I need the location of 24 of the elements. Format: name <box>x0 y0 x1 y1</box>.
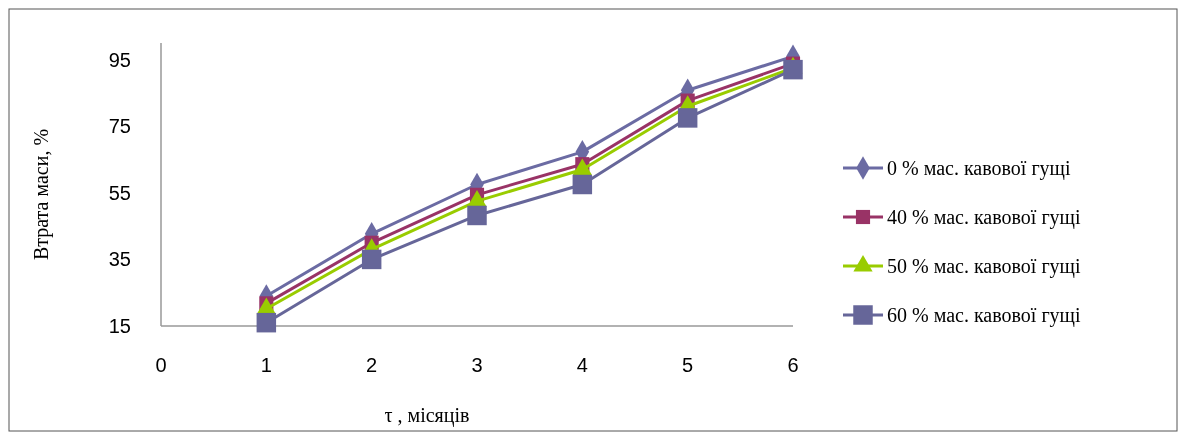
legend-label: 40 % мас. кавової гущі <box>887 206 1081 229</box>
x-tick-label: 4 <box>576 354 588 376</box>
y-tick-label: 55 <box>108 181 131 204</box>
point <box>467 205 487 226</box>
x-tick-label: 1 <box>260 354 272 376</box>
y-tick-label: 95 <box>108 48 131 71</box>
legend-label: 50 % мас. кавової гущі <box>887 255 1081 278</box>
x-tick-label: 3 <box>471 354 483 376</box>
y-tick-label: 35 <box>108 248 131 271</box>
point <box>783 59 803 80</box>
x-tick-label: 6 <box>787 354 799 376</box>
point <box>361 249 382 270</box>
x-tick-label: 2 <box>366 354 378 376</box>
y-tick-label: 75 <box>108 115 131 138</box>
point <box>677 108 698 128</box>
x-tick-label: 0 <box>155 354 167 376</box>
legend-label: 60 % мас. кавової гущі <box>887 304 1081 327</box>
y-axis-title: Втрата маси, % <box>30 128 53 261</box>
legend-label: 0 % мас. кавової гущі <box>887 157 1071 180</box>
point <box>572 174 593 195</box>
y-tick-label: 15 <box>108 315 131 337</box>
x-tick-label: 5 <box>682 354 694 376</box>
x-axis-title: τ , місяців <box>384 404 470 427</box>
point <box>256 312 277 333</box>
